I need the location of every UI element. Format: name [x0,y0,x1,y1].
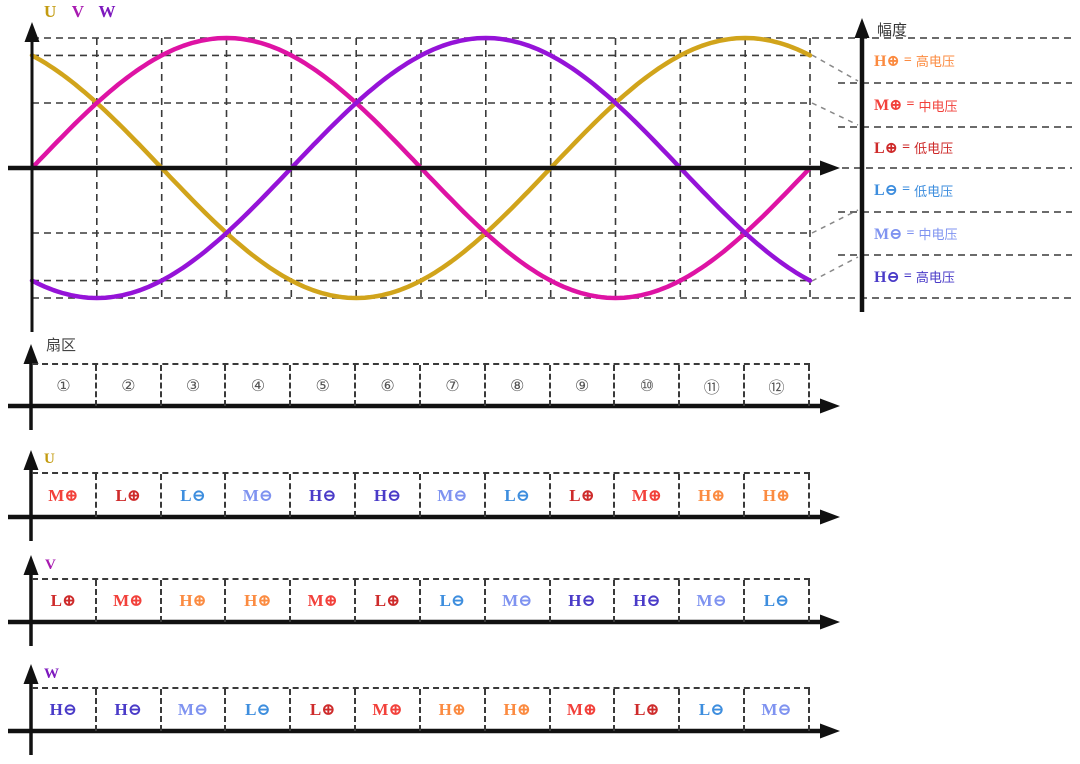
legend-item-name: 低电压 [914,141,954,156]
level-cell: H⊖ [551,580,616,622]
level-cell: H⊕ [162,580,227,622]
legend-item: L⊕ = 低电压 [874,137,953,159]
level-cell: M⊖ [421,474,486,517]
sector-cell: ⑦ [421,365,486,406]
sector-axis-label: 扇区 [46,337,77,354]
row-u-label: U [44,451,55,467]
legend-item-name: 中电压 [918,227,958,242]
legend-item-eq: = [903,52,912,68]
level-cell: L⊖ [421,580,486,622]
level-cell: H⊕ [486,689,551,731]
phase-w-level-row: H⊖ H⊖ M⊖ L⊖ L⊕ M⊕ H⊕ H⊕ M⊕ L⊕ L⊖ M⊖ [32,687,810,731]
sector-cell: ⑫ [745,365,810,406]
level-cell: H⊖ [32,689,97,731]
level-cell: L⊕ [615,689,681,731]
level-cell: M⊖ [162,689,227,731]
level-cell: L⊕ [97,474,162,517]
level-cell: L⊕ [356,580,421,622]
legend-item: H⊖ = 高电压 [874,266,955,288]
sector-cell: ② [97,365,162,406]
legend-item-code: M⊕ [874,97,903,114]
amplitude-axis-label: 幅度 [877,22,908,39]
level-cell: M⊕ [615,474,681,517]
legend-item: M⊖ = 中电压 [874,223,958,245]
level-cell: H⊕ [680,474,746,517]
legend-item-eq: = [902,139,911,155]
legend-item-code: L⊕ [874,139,899,157]
sector-cell: ③ [162,365,227,406]
level-cell: M⊖ [745,689,810,731]
phase-w-label: W [98,2,116,21]
legend-item-name: 高电压 [915,54,955,69]
legend-item-name: 高电压 [915,270,955,285]
legend-item-name: 中电压 [918,98,958,114]
level-cell: H⊖ [97,689,162,731]
level-cell: M⊖ [486,580,551,622]
level-cell: L⊖ [226,689,292,731]
level-cell: M⊖ [226,474,292,517]
legend-item-eq: = [903,268,912,284]
level-cell: H⊖ [291,474,357,517]
level-cell: H⊕ [421,689,486,731]
row-v-label: V [45,557,56,573]
level-cell: L⊕ [32,580,97,622]
phase-u-label: U [44,2,57,21]
level-cell: L⊕ [551,474,616,517]
legend-item-eq: = [902,182,911,197]
legend-item-code: L⊖ [874,182,899,199]
legend-item-code: M⊖ [874,225,903,243]
legend-item-code: H⊖ [874,268,900,286]
sector-cell: ⑩ [615,365,681,406]
level-cell: L⊖ [486,474,551,517]
sector-cell: ⑤ [291,365,357,406]
sector-cell: ⑨ [551,365,616,406]
level-cell: L⊖ [162,474,227,517]
sector-cell: ④ [226,365,292,406]
level-cell: H⊖ [615,580,681,622]
level-cell: L⊖ [680,689,746,731]
level-cell: M⊕ [551,689,616,731]
level-cell: M⊕ [32,474,97,517]
phase-u-level-row: M⊕ L⊕ L⊖ M⊖ H⊖ H⊖ M⊖ L⊖ L⊕ M⊕ H⊕ H⊕ [32,472,810,517]
sector-cell: ⑪ [680,365,746,406]
sector-cell: ① [32,365,97,406]
row-w-label: W [44,666,59,682]
level-cell: H⊕ [745,474,810,517]
phase-legend-uvw: U V W [44,2,115,22]
legend-item-name: 低电压 [914,183,954,199]
sector-cell: ⑧ [486,365,551,406]
legend-item-eq: = [906,97,915,112]
phase-v-label: V [71,2,85,21]
level-cell: H⊖ [356,474,421,517]
legend-item-code: H⊕ [874,52,900,70]
legend-item: M⊕ = 中电压 [874,94,958,116]
legend-item: H⊕ = 高电压 [874,50,955,72]
level-cell: H⊕ [226,580,292,622]
level-cell: M⊕ [97,580,162,622]
level-cell: M⊕ [356,689,421,731]
legend-item-eq: = [906,225,915,241]
level-cell: L⊖ [745,580,810,622]
level-cell: M⊕ [291,580,357,622]
legend-item: L⊖ = 低电压 [874,179,953,201]
level-cell: M⊖ [680,580,746,622]
sector-cell: ⑥ [356,365,421,406]
phase-v-level-row: L⊕ M⊕ H⊕ H⊕ M⊕ L⊕ L⊖ M⊖ H⊖ H⊖ M⊖ L⊖ [32,578,810,622]
level-cell: L⊕ [291,689,357,731]
